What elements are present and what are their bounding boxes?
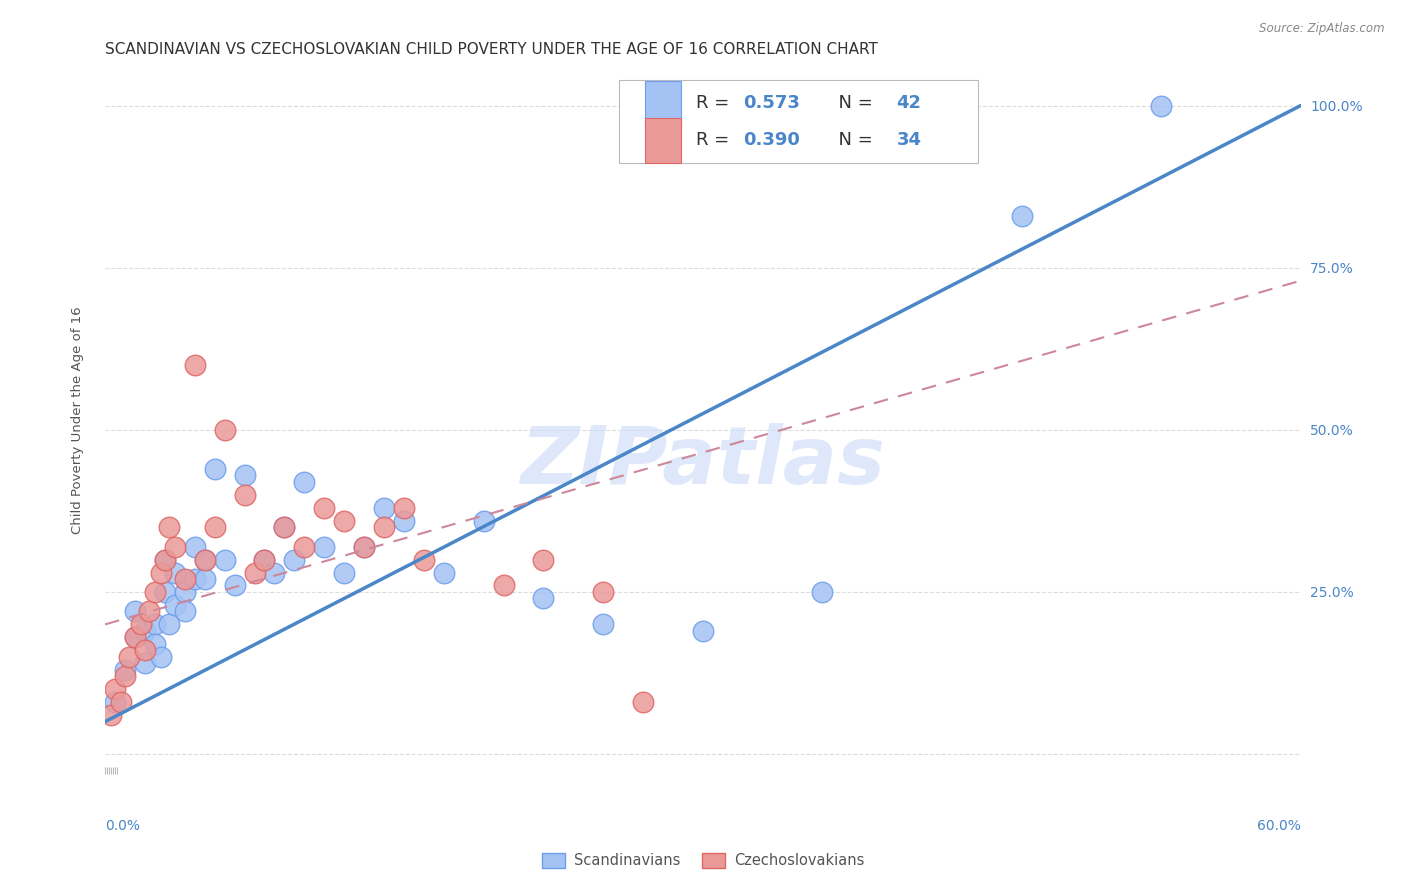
Point — [314, 540, 336, 554]
Point — [333, 514, 356, 528]
Point — [692, 624, 714, 638]
Point — [253, 552, 276, 566]
FancyBboxPatch shape — [645, 118, 682, 162]
Point — [173, 585, 195, 599]
FancyBboxPatch shape — [619, 80, 977, 163]
Point — [204, 520, 226, 534]
Point — [194, 552, 217, 566]
Text: N =: N = — [827, 131, 879, 149]
Text: SCANDINAVIAN VS CZECHOSLOVAKIAN CHILD POVERTY UNDER THE AGE OF 16 CORRELATION CH: SCANDINAVIAN VS CZECHOSLOVAKIAN CHILD PO… — [105, 42, 877, 57]
Point — [143, 637, 166, 651]
Point — [492, 578, 515, 592]
Point — [592, 617, 614, 632]
Text: 34: 34 — [897, 131, 921, 149]
Point — [163, 566, 186, 580]
Point — [592, 585, 614, 599]
Point — [214, 423, 236, 437]
Point — [233, 488, 256, 502]
Y-axis label: Child Poverty Under the Age of 16: Child Poverty Under the Age of 16 — [72, 306, 84, 534]
Point — [263, 566, 285, 580]
Point — [138, 604, 160, 618]
Point — [392, 500, 415, 515]
Point — [243, 566, 266, 580]
Point — [531, 552, 554, 566]
Point — [204, 462, 226, 476]
Point — [184, 540, 207, 554]
Point — [100, 708, 122, 723]
Point — [149, 649, 172, 664]
Point — [233, 468, 256, 483]
Point — [412, 552, 434, 566]
Text: 0.390: 0.390 — [744, 131, 800, 149]
Point — [157, 617, 180, 632]
Point — [149, 566, 172, 580]
Point — [433, 566, 456, 580]
Point — [283, 552, 305, 566]
Point — [118, 649, 141, 664]
Point — [353, 540, 375, 554]
Point — [253, 552, 276, 566]
Point — [134, 657, 156, 671]
Point — [194, 552, 217, 566]
Point — [163, 540, 186, 554]
Point — [129, 617, 152, 632]
Point — [1011, 209, 1033, 223]
Point — [153, 585, 176, 599]
Text: 42: 42 — [897, 95, 921, 112]
Legend: Scandinavians, Czechoslovakians: Scandinavians, Czechoslovakians — [534, 846, 872, 876]
Point — [163, 598, 186, 612]
Point — [373, 500, 395, 515]
Point — [292, 540, 315, 554]
Point — [143, 617, 166, 632]
Point — [134, 624, 156, 638]
Point — [373, 520, 395, 534]
Text: ZIPatlas: ZIPatlas — [520, 423, 886, 500]
Point — [143, 585, 166, 599]
Point — [104, 682, 127, 697]
Point — [811, 585, 834, 599]
Point — [114, 669, 136, 683]
Point — [531, 591, 554, 606]
Point — [353, 540, 375, 554]
Point — [110, 695, 132, 709]
Point — [292, 475, 315, 489]
Point — [153, 552, 176, 566]
Point — [124, 631, 146, 645]
Text: 0.573: 0.573 — [744, 95, 800, 112]
Point — [1150, 98, 1173, 112]
FancyBboxPatch shape — [645, 81, 682, 126]
Text: 0.0%: 0.0% — [105, 819, 141, 833]
Point — [273, 520, 295, 534]
Text: 60.0%: 60.0% — [1257, 819, 1301, 833]
Point — [194, 572, 217, 586]
Point — [114, 663, 136, 677]
Point — [124, 631, 146, 645]
Text: R =: R = — [696, 131, 734, 149]
Point — [104, 695, 127, 709]
Text: N =: N = — [827, 95, 879, 112]
Point — [214, 552, 236, 566]
Point — [472, 514, 495, 528]
Text: R =: R = — [696, 95, 734, 112]
Point — [392, 514, 415, 528]
Point — [631, 695, 654, 709]
Point — [184, 572, 207, 586]
Point — [153, 552, 176, 566]
Point — [184, 358, 207, 372]
Point — [314, 500, 336, 515]
Point — [273, 520, 295, 534]
Point — [157, 520, 180, 534]
Point — [333, 566, 356, 580]
Point — [173, 572, 195, 586]
Point — [224, 578, 246, 592]
Point — [124, 604, 146, 618]
Point — [173, 604, 195, 618]
Point — [134, 643, 156, 657]
Text: Source: ZipAtlas.com: Source: ZipAtlas.com — [1260, 22, 1385, 36]
